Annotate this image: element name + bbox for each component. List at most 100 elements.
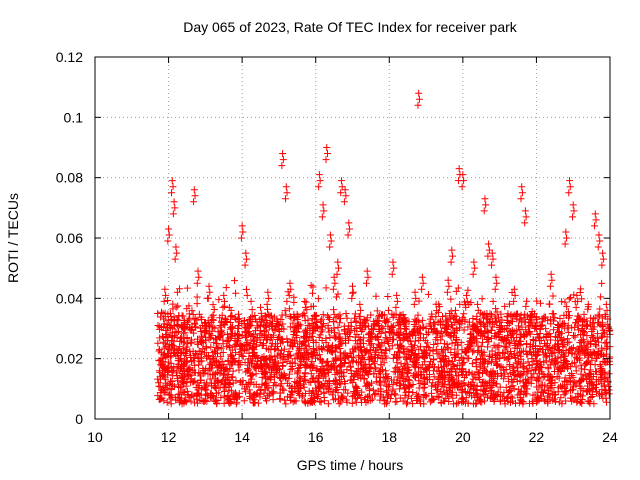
data-point (262, 373, 270, 381)
data-point (496, 363, 504, 371)
data-point (346, 225, 354, 233)
data-point (458, 183, 466, 191)
data-point (256, 323, 264, 331)
data-point (207, 334, 215, 342)
data-point (466, 331, 474, 339)
data-point (175, 312, 183, 320)
data-point (160, 397, 168, 405)
data-point (175, 383, 183, 391)
data-point (179, 378, 187, 386)
data-point (383, 315, 391, 323)
data-point (452, 312, 460, 320)
data-point (427, 389, 435, 397)
data-point (301, 317, 309, 325)
data-point (229, 330, 237, 338)
data-point (257, 309, 265, 317)
data-point (483, 319, 491, 327)
data-point (445, 282, 453, 290)
data-point (581, 321, 589, 329)
data-point (239, 228, 247, 236)
data-point (403, 373, 411, 381)
x-tick-label: 16 (308, 429, 324, 445)
data-point (426, 375, 434, 383)
data-point (208, 361, 216, 369)
data-point (262, 316, 270, 324)
data-point (421, 337, 429, 345)
data-point (558, 298, 566, 306)
data-point (351, 310, 359, 318)
data-point (401, 394, 409, 402)
data-point (596, 305, 604, 313)
data-point (207, 382, 215, 390)
data-point (265, 294, 273, 302)
data-point (368, 340, 376, 348)
data-point (596, 321, 604, 329)
data-point (393, 363, 401, 371)
data-point (205, 351, 213, 359)
data-point (531, 323, 539, 331)
data-point (449, 324, 457, 332)
data-point (245, 366, 253, 374)
data-point (348, 393, 356, 401)
data-point (318, 315, 326, 323)
data-point (201, 337, 209, 345)
data-point (174, 302, 182, 310)
data-point (163, 398, 171, 406)
data-point (430, 340, 438, 348)
data-point (563, 234, 571, 242)
data-point (403, 334, 411, 342)
data-point (250, 346, 258, 354)
data-point (554, 340, 562, 348)
data-point (249, 332, 257, 340)
data-point (385, 340, 393, 348)
data-point (447, 258, 455, 266)
data-point (516, 348, 524, 356)
data-point (189, 347, 197, 355)
data-point (546, 282, 554, 290)
data-point (462, 348, 470, 356)
data-point (574, 312, 582, 320)
data-point (459, 394, 467, 402)
data-point (357, 327, 365, 335)
data-point (514, 391, 522, 399)
data-point (510, 285, 518, 293)
data-point (459, 359, 467, 367)
data-point (235, 366, 243, 374)
data-point (261, 360, 269, 368)
data-point (200, 379, 208, 387)
data-point (353, 331, 361, 339)
data-point (229, 379, 237, 387)
data-point (507, 311, 515, 319)
data-point (470, 382, 478, 390)
data-point (547, 381, 555, 389)
data-point (298, 340, 306, 348)
data-point (286, 279, 294, 287)
data-point (554, 334, 562, 342)
data-point (206, 375, 214, 383)
data-point (441, 397, 449, 405)
data-point (432, 300, 440, 308)
data-point (248, 344, 256, 352)
data-point (502, 365, 510, 373)
data-point (576, 382, 584, 390)
data-point (558, 384, 566, 392)
data-point (525, 378, 533, 386)
data-point (561, 389, 569, 397)
data-point (367, 352, 375, 360)
data-point (226, 400, 234, 408)
data-point (557, 368, 565, 376)
data-point (341, 330, 349, 338)
data-point (381, 379, 389, 387)
data-point (401, 325, 409, 332)
data-point (165, 345, 173, 353)
data-point (379, 324, 387, 332)
data-point (517, 195, 525, 203)
data-point (524, 328, 532, 336)
data-point (161, 320, 169, 328)
data-point (389, 335, 397, 343)
data-point (515, 399, 523, 407)
data-point (230, 355, 238, 363)
data-point (252, 370, 260, 378)
data-point (516, 330, 524, 338)
